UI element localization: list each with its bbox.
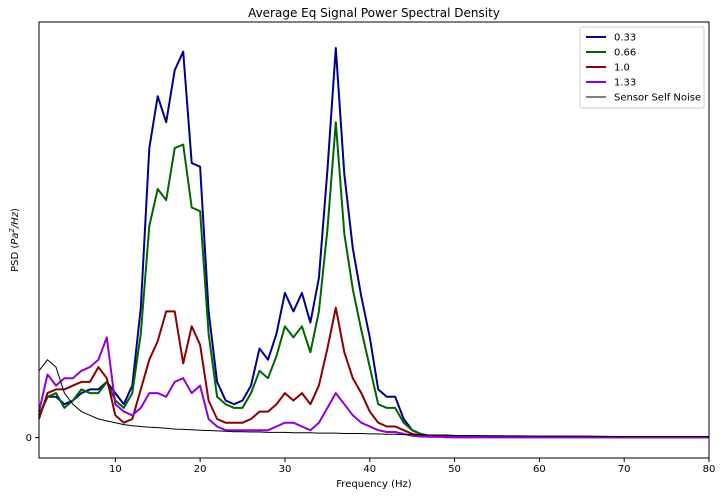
series-line-0-66 (38, 121, 709, 439)
y-tick-label: 0 (26, 433, 32, 444)
y-axis-label: PSD (Pa2/Hz) (8, 208, 21, 272)
series-line-1-33 (38, 336, 709, 439)
x-tick-label: 50 (448, 464, 461, 475)
x-tick-label: 80 (703, 464, 716, 475)
x-tick-label: 20 (194, 464, 207, 475)
y-axis-ticks: 0 (26, 433, 39, 444)
x-tick-label: 60 (533, 464, 546, 475)
legend: 0.33 0.66 1.0 1.33 Sensor Self Noise (579, 26, 705, 109)
x-tick-label: 30 (279, 464, 292, 475)
x-tick-label: 40 (363, 464, 376, 475)
chart-title: Average Eq Signal Power Spectral Density (248, 6, 500, 20)
legend-label-0-66: 0.66 (614, 48, 636, 59)
x-tick-label: 70 (618, 464, 631, 475)
legend-label-1-33: 1.33 (614, 78, 636, 89)
x-tick-label: 10 (109, 464, 122, 475)
series-lines (38, 47, 709, 439)
legend-box (579, 26, 705, 109)
plot-frame (38, 21, 710, 459)
series-line-sensor-self-noise (38, 359, 709, 437)
legend-label-0-33: 0.33 (614, 33, 636, 44)
x-axis-label: Frequency (Hz) (336, 479, 412, 490)
legend-label-sensor-self-noise: Sensor Self Noise (614, 93, 701, 104)
legend-label-1-0: 1.0 (614, 63, 630, 74)
x-axis-ticks: 10 20 30 40 50 60 70 80 (109, 458, 715, 475)
